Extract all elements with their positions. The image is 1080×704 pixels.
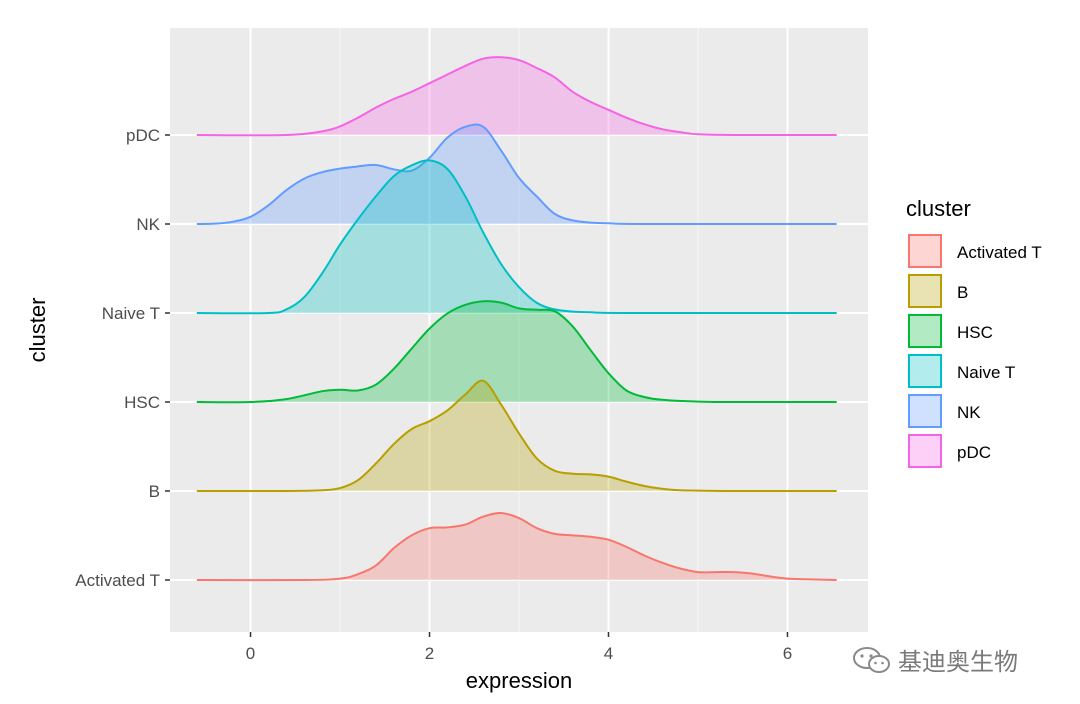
- y-tick-label: Naive T: [102, 304, 160, 323]
- ridge-line-hsc: [196, 300, 837, 404]
- ridge-line-b: [196, 379, 837, 493]
- legend-label-b: B: [957, 283, 968, 302]
- ridge-line-naive-t: [196, 159, 837, 315]
- legend-key-hsc: [908, 314, 942, 348]
- ridge-activated-t: [196, 511, 837, 582]
- y-tick-label: pDC: [126, 126, 160, 145]
- legend-key-bg: [908, 394, 942, 428]
- watermark: 基迪奥生物: [852, 642, 1018, 677]
- y-tick-label: NK: [136, 215, 160, 234]
- legend-label-hsc: HSC: [957, 323, 993, 342]
- ridge-area-activated-t: [196, 512, 837, 581]
- axes: 0 2 4 6 Activated T B HSC Naive T NK pDC: [75, 126, 792, 663]
- legend-key-activated-t: [908, 234, 942, 268]
- legend-key-bg: [908, 434, 942, 468]
- y-axis-title: cluster: [25, 298, 50, 363]
- legend-key-bg: [908, 274, 942, 308]
- ridge-area-nk: [196, 124, 837, 225]
- ridge-naive-t: [196, 159, 837, 315]
- ridge-hsc: [196, 300, 837, 404]
- legend-key-b: [908, 274, 942, 308]
- ridges: [196, 56, 837, 582]
- legend-label-nk: NK: [957, 403, 981, 422]
- wechat-icon: [853, 646, 890, 673]
- legend-key-bg: [908, 314, 942, 348]
- legend-label-pdc: pDC: [957, 443, 991, 462]
- legend-label-activated-t: Activated T: [957, 243, 1042, 262]
- x-tick-label: 0: [246, 644, 255, 663]
- ridge-pdc: [196, 56, 837, 137]
- legend-key-naive-t: [908, 354, 942, 388]
- legend-key-nk: [908, 394, 942, 428]
- ridge-area-naive-t: [196, 160, 837, 314]
- legend-key-pdc: [908, 434, 942, 468]
- x-axis-title: expression: [466, 668, 572, 693]
- legend-key-bg: [908, 354, 942, 388]
- ridge-b: [196, 379, 837, 493]
- y-tick-label: B: [149, 482, 160, 501]
- legend-label-naive-t: Naive T: [957, 363, 1015, 382]
- ridge-area-pdc: [196, 57, 837, 136]
- x-tick-label: 4: [604, 644, 613, 663]
- x-tick-label: 2: [425, 644, 434, 663]
- legend: cluster Activated T B HSC Naive T NK pDC: [906, 196, 1042, 468]
- y-tick-label: HSC: [124, 393, 160, 412]
- ridge-area-b: [196, 380, 837, 492]
- ridge-line-activated-t: [196, 511, 837, 582]
- legend-key-bg: [908, 234, 942, 268]
- watermark-text: 基迪奥生物: [898, 648, 1018, 676]
- ridge-area-hsc: [196, 301, 837, 403]
- legend-title: cluster: [906, 196, 971, 221]
- y-tick-label: Activated T: [75, 571, 160, 590]
- x-tick-label: 6: [783, 644, 792, 663]
- ridge-line-pdc: [196, 56, 837, 137]
